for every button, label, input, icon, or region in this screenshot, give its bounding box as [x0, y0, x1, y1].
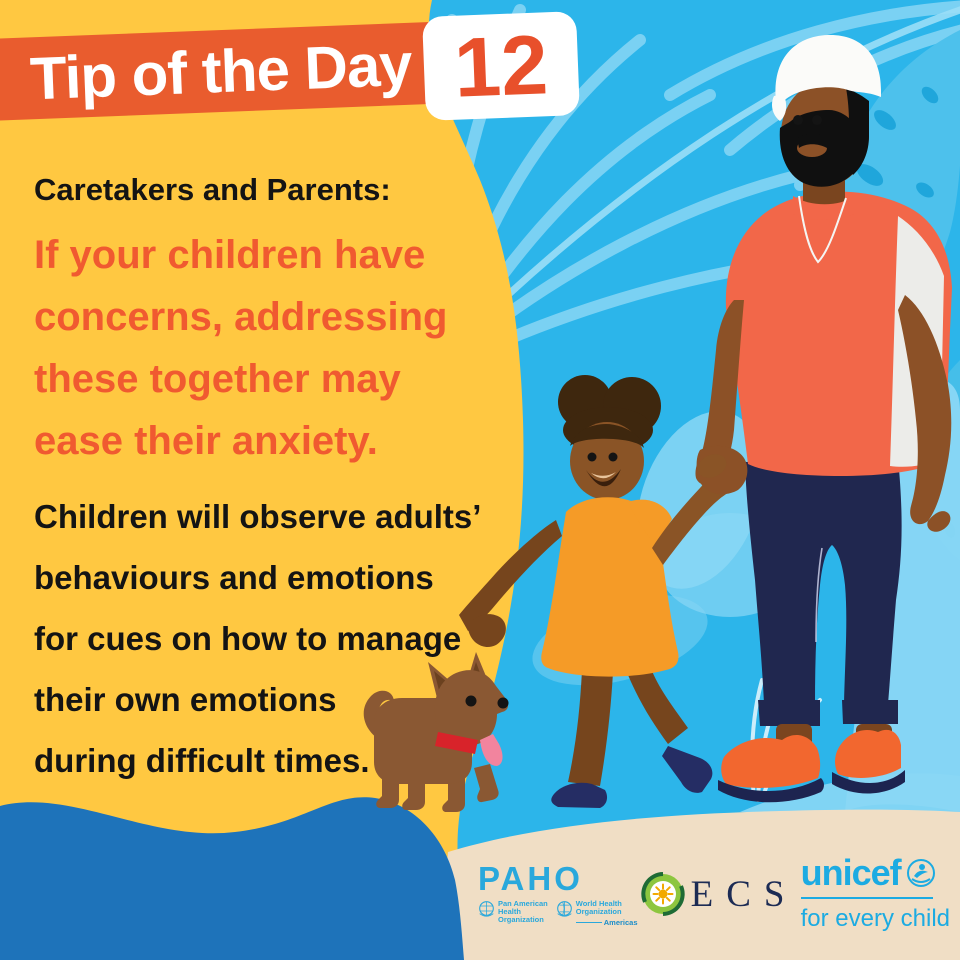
who-org-label: World Health Organization — [575, 898, 622, 916]
paho-logo: PAHO Pan American Health Organization — [478, 862, 638, 927]
girl-figure — [459, 375, 728, 808]
banner-title: Tip of the Day — [28, 30, 413, 112]
tip-number-box: 12 — [422, 11, 580, 121]
paho-region-label: Americas — [603, 917, 638, 927]
unicef-wordmark: unicef — [800, 852, 902, 893]
dog-figure — [363, 652, 509, 812]
sand-strip — [446, 809, 960, 960]
unicef-logo: unicef for every child — [800, 852, 950, 933]
logo-strip: PAHO Pan American Health Organization — [478, 840, 950, 948]
tip-number: 12 — [452, 17, 550, 115]
paho-emblem-icon — [479, 900, 494, 917]
oecs-wordmark: ECS — [690, 873, 798, 915]
palm-spine — [437, 6, 960, 363]
tip-heading: Caretakers and Parents: — [34, 172, 391, 207]
oecs-emblem-icon — [641, 872, 685, 916]
oecs-logo: ECS — [641, 872, 798, 916]
man-figure — [695, 34, 952, 803]
paho-wordmark: PAHO — [478, 859, 583, 897]
region-divider — [575, 921, 602, 923]
tip-text-block: Caretakers and Parents: If your children… — [34, 172, 504, 791]
tip-body: Children will observe adults’ behaviours… — [34, 498, 482, 779]
wave-shape — [0, 797, 464, 960]
unicef-rule — [800, 897, 933, 899]
unicef-tagline: for every child — [800, 905, 950, 932]
unicef-emblem-icon — [906, 859, 935, 887]
who-emblem-icon — [556, 900, 572, 917]
paho-org1-label: Pan American Health Organization — [498, 898, 548, 924]
tip-highlight: If your children have concerns, addressi… — [34, 233, 448, 463]
